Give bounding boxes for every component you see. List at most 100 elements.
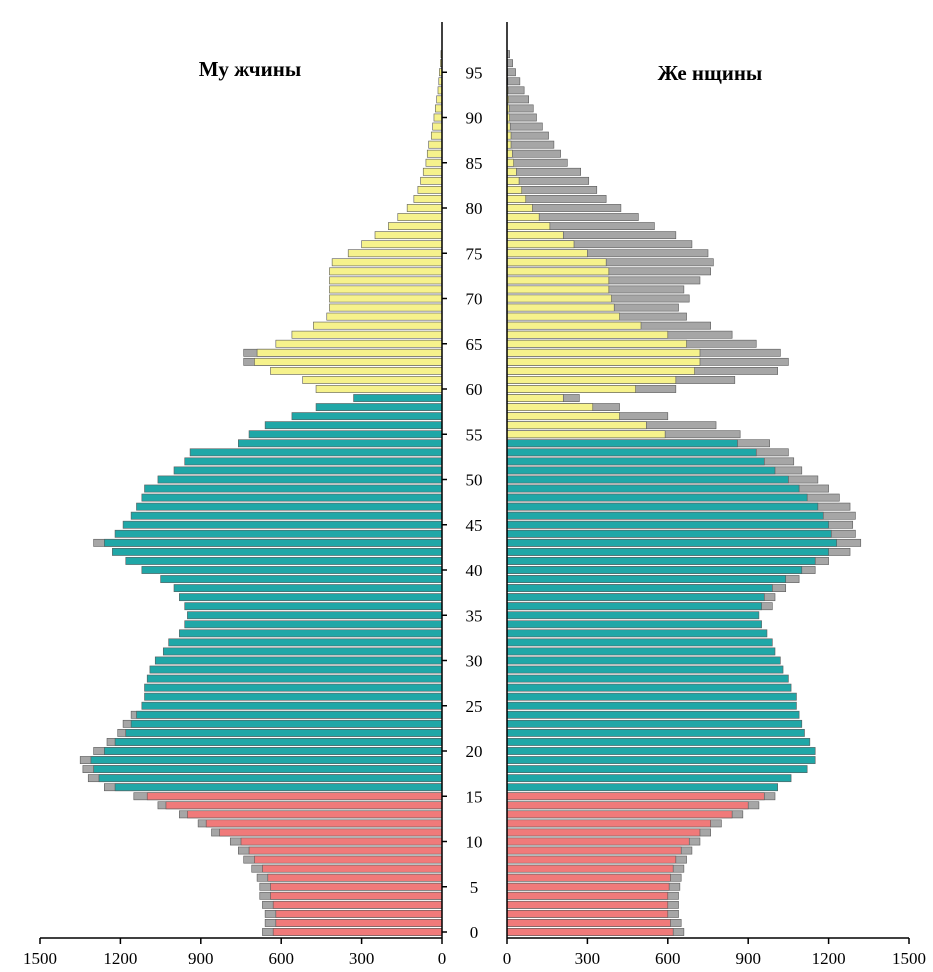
male-bar xyxy=(168,638,443,647)
male-bar xyxy=(184,457,443,466)
male-bar xyxy=(136,502,443,511)
female-bar xyxy=(506,810,733,819)
female-bar xyxy=(506,385,636,393)
female-bar xyxy=(506,294,612,303)
female-bar xyxy=(506,575,787,583)
female-bar xyxy=(506,357,701,366)
male-bar xyxy=(374,231,443,240)
female-bar xyxy=(506,719,803,728)
female-bar xyxy=(506,873,671,882)
female-bar xyxy=(506,710,800,719)
male-bar xyxy=(302,376,443,384)
female-excess-bar xyxy=(506,149,561,158)
female-bars xyxy=(506,50,862,936)
age-tick-label: 25 xyxy=(466,697,483,716)
male-bar xyxy=(184,620,443,629)
male-bar xyxy=(430,131,443,140)
female-bar xyxy=(506,765,808,773)
female-bar xyxy=(506,366,695,375)
age-tick-label: 50 xyxy=(466,471,483,490)
male-bar xyxy=(361,240,443,249)
female-bar xyxy=(506,683,792,692)
male-bar xyxy=(272,900,443,909)
male-bar xyxy=(329,285,443,294)
male-bar xyxy=(315,385,443,393)
female-bar xyxy=(506,611,760,620)
female-bar xyxy=(506,186,523,194)
male-bar xyxy=(141,493,443,502)
age-tick-label: 15 xyxy=(466,787,483,806)
age-tick-label: 75 xyxy=(466,244,483,263)
age-tick-label: 20 xyxy=(466,742,483,761)
male-bar xyxy=(146,792,443,801)
male-bar xyxy=(248,430,443,439)
male-bar xyxy=(329,267,443,276)
male-bar xyxy=(270,366,443,375)
male-bars xyxy=(79,50,443,936)
right-x-tick-label: 1500 xyxy=(892,949,926,968)
male-bar xyxy=(315,403,443,411)
male-bar xyxy=(329,294,443,303)
female-excess-bar xyxy=(506,59,513,68)
male-bar xyxy=(256,348,443,357)
female-excess-bar xyxy=(506,77,521,86)
age-tick-label: 80 xyxy=(466,199,483,218)
male-bar xyxy=(141,566,443,574)
male-bar xyxy=(184,602,443,611)
male-bar xyxy=(326,312,443,321)
male-bar xyxy=(262,864,443,873)
male-bar xyxy=(428,140,443,149)
male-bar xyxy=(104,538,443,547)
female-excess-bar xyxy=(506,113,537,122)
left-x-tick-label: 300 xyxy=(349,949,375,968)
female-bar xyxy=(506,593,765,602)
female-bar xyxy=(506,520,829,529)
female-bar xyxy=(506,412,620,421)
age-tick-labels: 0 5 10 15 20 25 30 35 40 45 50 55 60 65 70 75 80 85 90 95 xyxy=(442,63,483,942)
female-excess-bar xyxy=(506,122,543,131)
male-bar xyxy=(272,928,443,936)
female-excess-bar xyxy=(506,95,530,104)
female-excess-bar xyxy=(506,131,549,140)
male-bar xyxy=(313,321,443,330)
female-bar xyxy=(506,647,776,656)
male-bar xyxy=(425,158,443,167)
male-bar xyxy=(240,837,443,846)
male-bar xyxy=(98,774,443,783)
female-bar xyxy=(506,529,832,538)
female-bar xyxy=(506,240,575,249)
female-bar xyxy=(506,864,674,873)
male-bar xyxy=(436,95,443,104)
female-bar xyxy=(506,285,610,294)
male-bar xyxy=(125,557,443,565)
female-bar xyxy=(506,855,677,864)
female-bar xyxy=(506,502,819,511)
male-bar xyxy=(291,330,443,339)
female-bar xyxy=(506,900,669,909)
female-bar xyxy=(506,584,773,592)
female-bar xyxy=(506,882,670,891)
male-bar xyxy=(136,710,443,719)
male-bar xyxy=(187,810,443,819)
male-bar xyxy=(122,520,443,529)
age-tick-label: 35 xyxy=(466,606,483,625)
age-tick-label: 45 xyxy=(466,516,483,535)
female-bar xyxy=(506,620,762,629)
male-bar xyxy=(270,891,443,900)
male-bar xyxy=(331,258,443,267)
female-bar xyxy=(506,837,690,846)
age-tick-label: 30 xyxy=(466,652,483,671)
female-bar xyxy=(506,674,789,683)
female-bar xyxy=(506,149,513,158)
male-bar xyxy=(291,412,443,421)
male-bar xyxy=(248,846,443,855)
male-bar xyxy=(114,783,443,792)
female-bar xyxy=(506,158,514,167)
male-bar xyxy=(329,303,443,312)
female-bar xyxy=(506,557,816,565)
age-tick-label: 70 xyxy=(466,290,483,309)
female-bar xyxy=(506,511,824,520)
female-bar xyxy=(506,701,797,710)
male-bar xyxy=(189,448,443,457)
